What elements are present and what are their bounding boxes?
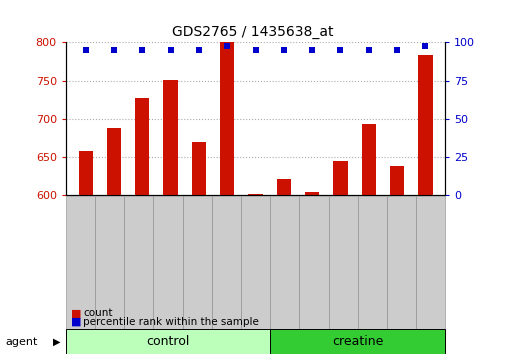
Bar xyxy=(135,98,149,195)
Point xyxy=(364,47,372,53)
Bar xyxy=(107,128,121,195)
Bar xyxy=(78,151,92,195)
Text: creatine: creatine xyxy=(331,335,383,348)
Text: GDS2765 / 1435638_at: GDS2765 / 1435638_at xyxy=(172,25,333,39)
Bar xyxy=(220,42,234,195)
Text: control: control xyxy=(146,335,189,348)
Text: ■: ■ xyxy=(71,317,81,327)
Point xyxy=(392,47,400,53)
Bar xyxy=(191,142,206,195)
Bar xyxy=(163,80,177,195)
Bar xyxy=(276,179,290,195)
Bar xyxy=(361,124,375,195)
Point xyxy=(223,43,231,48)
Bar xyxy=(248,194,262,195)
Text: agent: agent xyxy=(5,337,37,347)
Point xyxy=(279,47,287,53)
Bar xyxy=(333,161,347,195)
Bar xyxy=(418,56,432,195)
Bar xyxy=(305,192,319,195)
Point xyxy=(421,43,429,48)
Point xyxy=(110,47,118,53)
Point xyxy=(308,47,316,53)
Point xyxy=(251,47,259,53)
Bar xyxy=(389,166,403,195)
Point xyxy=(138,47,146,53)
Point xyxy=(194,47,203,53)
Point xyxy=(336,47,344,53)
Point xyxy=(166,47,174,53)
Point xyxy=(81,47,89,53)
Text: count: count xyxy=(83,308,113,318)
Text: percentile rank within the sample: percentile rank within the sample xyxy=(83,317,259,327)
Text: ▶: ▶ xyxy=(53,337,61,347)
Text: ■: ■ xyxy=(71,308,81,318)
